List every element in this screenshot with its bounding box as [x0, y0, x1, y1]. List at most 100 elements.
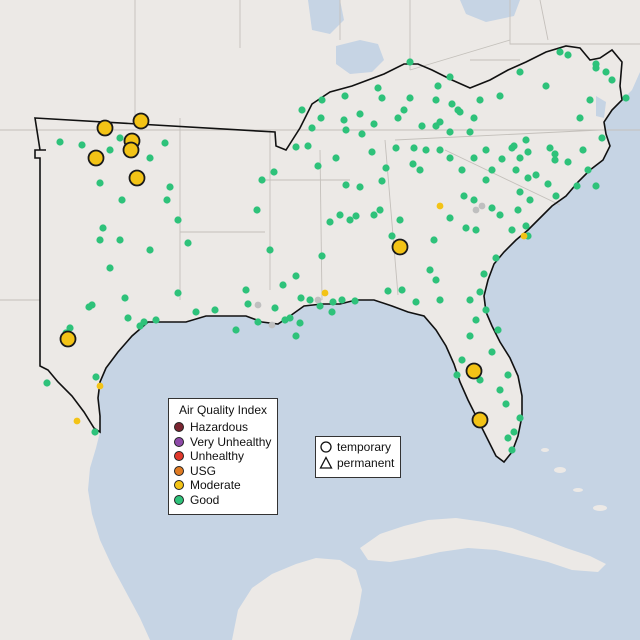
station-good — [297, 294, 305, 302]
lake-ontario — [460, 0, 520, 22]
station-good — [329, 298, 337, 306]
island — [593, 505, 607, 511]
station-good — [488, 204, 496, 212]
state-border — [319, 149, 323, 301]
legend-item-unhealthy: Unhealthy — [169, 449, 277, 464]
station-good — [494, 326, 502, 334]
station-good — [253, 206, 261, 214]
station-good — [488, 166, 496, 174]
station-good — [551, 156, 559, 164]
station-good — [318, 252, 326, 260]
station-good — [376, 206, 384, 214]
legend-label: Very Unhealthy — [190, 434, 272, 449]
station-good — [136, 322, 144, 330]
station-good — [416, 166, 424, 174]
station-good — [496, 92, 504, 100]
station-good — [551, 150, 559, 158]
state-border — [509, 0, 640, 45]
station-good — [466, 128, 474, 136]
station-good — [398, 286, 406, 294]
station-moderate-temporary — [471, 411, 489, 429]
station-good — [432, 276, 440, 284]
state-border — [539, 0, 549, 41]
station-good — [470, 154, 478, 162]
station-good — [338, 296, 346, 304]
station-good — [410, 144, 418, 152]
station-good — [317, 114, 325, 122]
legend-label-temporary: temporary — [337, 440, 392, 454]
region-outline — [34, 45, 623, 464]
station-good — [608, 76, 616, 84]
station-good — [184, 239, 192, 247]
station-good — [436, 296, 444, 304]
station-good — [161, 139, 169, 147]
station-good — [470, 114, 478, 122]
station-good — [446, 128, 454, 136]
station-good — [498, 155, 506, 163]
station-good — [409, 160, 417, 168]
island — [554, 467, 566, 473]
station-good — [342, 181, 350, 189]
station-good — [116, 134, 124, 142]
station-good — [454, 106, 462, 114]
station-good — [292, 272, 300, 280]
island — [541, 448, 549, 452]
station-no-data — [478, 202, 486, 210]
station-moderate — [96, 382, 104, 390]
station-good — [394, 114, 402, 122]
station-good — [446, 214, 454, 222]
station-good — [466, 296, 474, 304]
station-good — [592, 182, 600, 190]
station-good — [370, 120, 378, 128]
station-good — [598, 134, 606, 142]
chesapeake-bay — [596, 96, 606, 118]
station-good — [242, 286, 250, 294]
station-good — [304, 142, 312, 150]
station-moderate-temporary — [132, 112, 150, 130]
station-good — [472, 226, 480, 234]
legend-swatch — [174, 436, 184, 447]
state-border — [394, 129, 601, 141]
station-good — [292, 143, 300, 151]
lake-michigan — [308, 0, 344, 34]
station-good — [436, 146, 444, 154]
station-good — [422, 146, 430, 154]
legend-swatch — [174, 465, 184, 476]
station-good — [396, 216, 404, 224]
station-no-data — [472, 206, 480, 214]
station-good — [308, 124, 316, 132]
station-good — [270, 168, 278, 176]
station-moderate — [73, 417, 81, 425]
station-no-data — [254, 301, 262, 309]
station-good — [118, 196, 126, 204]
station-good — [516, 188, 524, 196]
station-good — [592, 60, 600, 68]
triangle-icon — [319, 456, 333, 469]
station-good — [470, 196, 478, 204]
station-moderate-temporary — [128, 169, 146, 187]
station-good — [66, 324, 74, 332]
station-good — [281, 316, 289, 324]
station-good — [472, 316, 480, 324]
station-good — [434, 82, 442, 90]
cuba — [360, 518, 606, 572]
station-good — [476, 288, 484, 296]
station-good — [502, 400, 510, 408]
station-good — [271, 304, 279, 312]
legend-label: Unhealthy — [190, 449, 245, 464]
legend-item-permanent: permanent — [316, 455, 400, 471]
station-good — [524, 148, 532, 156]
station-good — [526, 196, 534, 204]
station-good — [504, 434, 512, 442]
station-good — [576, 114, 584, 122]
legend-swatch — [174, 480, 184, 491]
station-good — [482, 146, 490, 154]
station-good — [174, 289, 182, 297]
station-good — [279, 281, 287, 289]
station-good — [314, 162, 322, 170]
station-good — [121, 294, 129, 302]
station-good — [340, 116, 348, 124]
station-good — [488, 348, 496, 356]
station-good — [458, 166, 466, 174]
